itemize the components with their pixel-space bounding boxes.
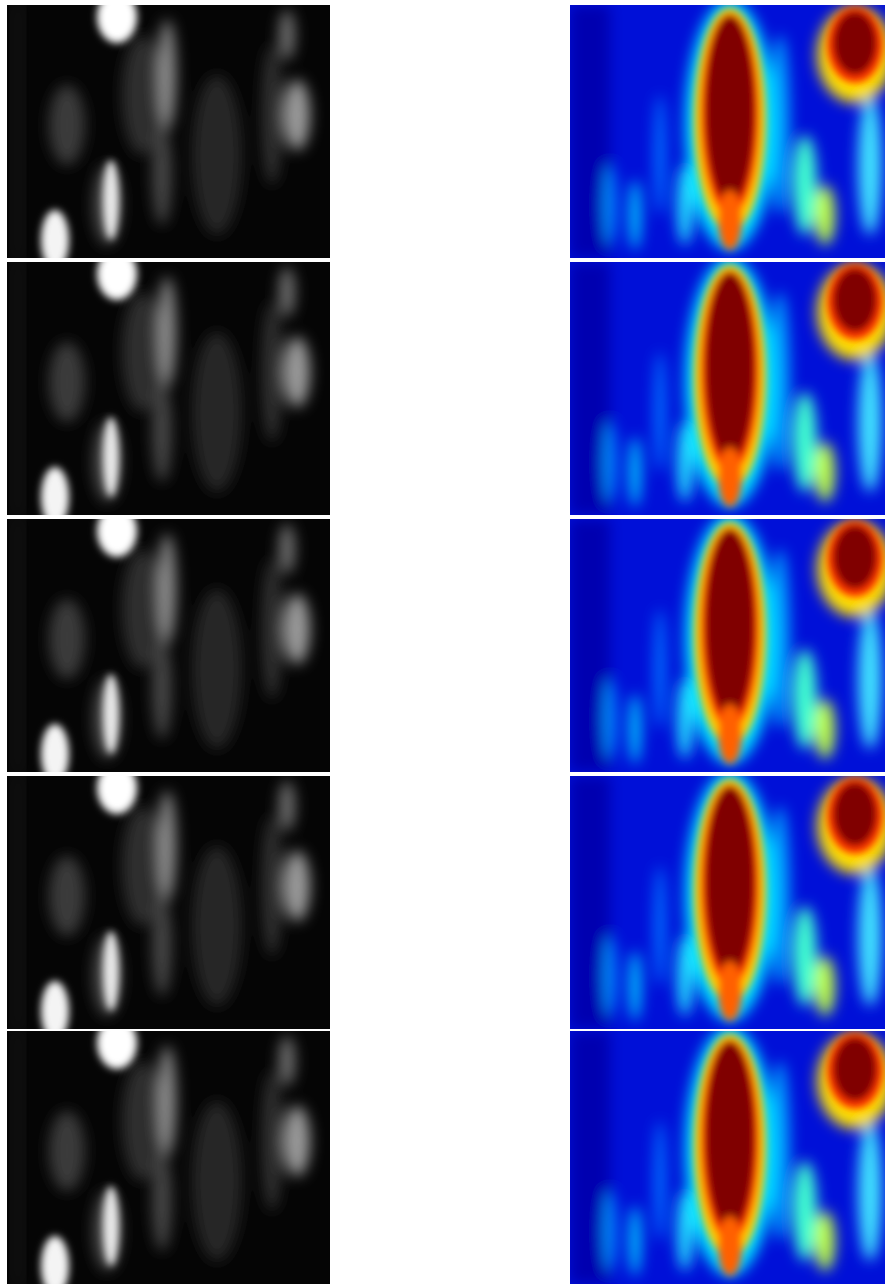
grayscale-panel xyxy=(7,0,330,270)
heatmap-panel xyxy=(570,771,885,1029)
grayscale-panel xyxy=(7,762,330,1041)
heatmap-panel xyxy=(570,257,885,515)
grayscale-panel xyxy=(7,248,330,527)
grayscale-panel xyxy=(7,1017,330,1284)
grayscale-panel xyxy=(7,505,330,784)
heatmap-panel xyxy=(570,514,885,772)
heatmap-panel xyxy=(570,1026,885,1284)
heatmap-panel xyxy=(570,0,885,258)
